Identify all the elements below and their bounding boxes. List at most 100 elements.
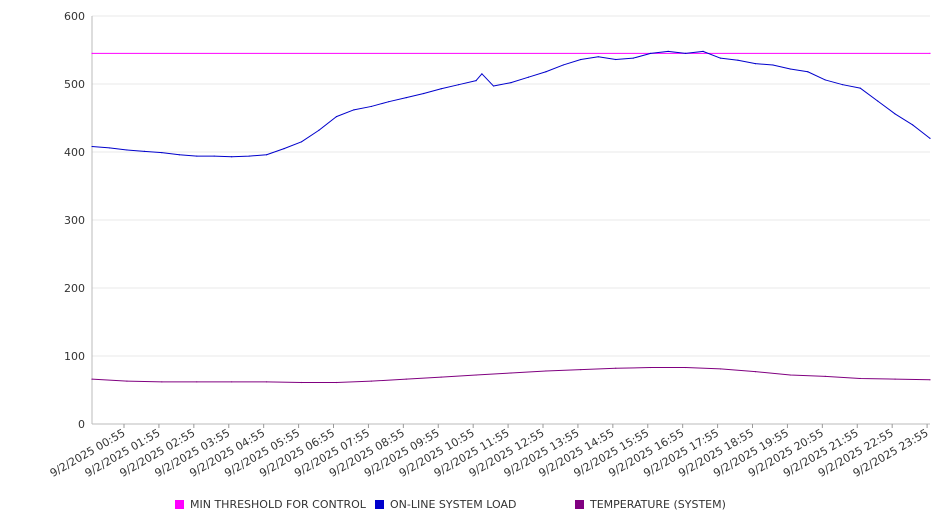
data-point-temperature-12 — [510, 372, 512, 374]
grid-lines — [92, 15, 930, 357]
y-tick-label-600: 600 — [64, 10, 85, 23]
data-point-system-load-42 — [807, 71, 809, 73]
data-point-system-load-34 — [667, 50, 669, 52]
data-point-temperature-7 — [335, 381, 338, 384]
data-point-system-load-5 — [178, 154, 180, 156]
legend-swatch-temperature — [575, 500, 584, 509]
data-point-temperature-0 — [91, 378, 93, 380]
data-point-system-load-44 — [842, 84, 844, 86]
data-point-temperature-14 — [580, 369, 582, 371]
data-point-system-load-39 — [754, 63, 757, 65]
data-point-system-load-38 — [737, 59, 739, 61]
data-point-system-load-26 — [527, 76, 530, 78]
series-lines — [91, 50, 931, 384]
data-point-system-load-19 — [423, 92, 425, 95]
data-point-system-load-30 — [597, 56, 599, 58]
data-point-system-load-25 — [510, 82, 512, 84]
data-point-system-load-10 — [265, 154, 268, 156]
series-line-temperature — [91, 367, 931, 384]
data-point-temperature-15 — [615, 367, 617, 369]
data-point-system-load-31 — [615, 58, 617, 61]
data-point-system-load-33 — [650, 52, 652, 55]
data-point-system-load-4 — [161, 152, 163, 154]
legend-item-temperature[interactable]: TEMPERATURE (SYSTEM) — [575, 498, 726, 511]
data-point-temperature-16 — [650, 366, 652, 369]
data-point-system-load-0 — [91, 145, 93, 148]
data-point-system-load-13 — [318, 129, 320, 131]
data-point-temperature-21 — [824, 375, 826, 377]
data-point-system-load-48 — [911, 124, 914, 126]
data-point-temperature-22 — [859, 377, 861, 380]
data-point-system-load-24 — [492, 85, 495, 87]
data-point-system-load-8 — [231, 156, 233, 158]
legend-label-temperature: TEMPERATURE (SYSTEM) — [590, 498, 726, 511]
y-tick-label-300: 300 — [64, 214, 85, 227]
data-point-temperature-13 — [545, 370, 547, 372]
data-point-system-load-27 — [545, 71, 547, 73]
data-point-system-load-15 — [353, 109, 355, 111]
data-point-temperature-8 — [370, 380, 372, 382]
data-point-threshold-0 — [91, 52, 93, 55]
data-point-temperature-17 — [684, 366, 687, 369]
data-point-system-load-3 — [143, 150, 145, 152]
data-point-system-load-32 — [632, 57, 634, 59]
data-point-system-load-41 — [789, 68, 791, 70]
legend-label-system-load: ON-LINE SYSTEM LOAD — [390, 498, 517, 511]
data-point-system-load-47 — [894, 113, 896, 115]
data-point-system-load-16 — [370, 105, 372, 108]
data-point-temperature-5 — [265, 381, 268, 383]
y-tick-label-100: 100 — [64, 350, 85, 363]
data-point-system-load-9 — [248, 155, 250, 157]
data-point-system-load-21 — [458, 84, 460, 86]
data-point-system-load-17 — [388, 101, 390, 103]
data-point-temperature-20 — [789, 374, 791, 376]
y-tick-label-200: 200 — [64, 282, 85, 295]
data-point-system-load-2 — [126, 149, 128, 151]
legend-swatch-threshold — [175, 500, 184, 509]
data-point-system-load-23 — [481, 73, 483, 75]
data-point-system-load-7 — [213, 155, 215, 157]
data-point-system-load-36 — [702, 50, 704, 52]
legend-item-system-load[interactable]: ON-LINE SYSTEM LOAD — [375, 498, 516, 511]
data-point-temperature-18 — [719, 368, 722, 370]
data-point-temperature-1 — [126, 380, 128, 382]
series-line-system-load — [91, 50, 931, 158]
data-point-system-load-6 — [196, 155, 198, 157]
data-point-system-load-29 — [580, 58, 582, 61]
data-point-temperature-6 — [300, 381, 303, 384]
data-point-temperature-4 — [231, 381, 233, 383]
y-tick-label-500: 500 — [64, 78, 85, 91]
data-point-temperature-9 — [405, 378, 407, 380]
data-point-temperature-24 — [929, 379, 931, 381]
data-point-system-load-22 — [475, 80, 477, 82]
data-point-system-load-49 — [929, 137, 931, 139]
y-tick-label-0: 0 — [78, 418, 85, 431]
data-point-system-load-40 — [772, 64, 774, 66]
data-point-system-load-46 — [877, 100, 879, 102]
data-point-system-load-45 — [859, 87, 861, 89]
data-point-temperature-23 — [894, 378, 896, 380]
data-point-temperature-11 — [475, 374, 477, 376]
data-point-system-load-12 — [300, 141, 303, 143]
legend-item-threshold[interactable]: MIN THRESHOLD FOR CONTROL — [175, 498, 366, 511]
data-point-temperature-19 — [754, 371, 757, 373]
data-point-system-load-37 — [719, 57, 722, 59]
legend-swatch-system-load — [375, 500, 384, 509]
data-point-system-load-20 — [440, 88, 442, 90]
data-point-system-load-35 — [684, 52, 687, 55]
data-point-temperature-10 — [440, 376, 442, 378]
data-point-temperature-3 — [196, 381, 198, 383]
data-point-threshold-1 — [929, 52, 931, 55]
y-tick-label-400: 400 — [64, 146, 85, 159]
data-point-system-load-14 — [335, 116, 338, 118]
data-point-system-load-11 — [283, 148, 285, 150]
legend-label-threshold: MIN THRESHOLD FOR CONTROL — [190, 498, 366, 511]
data-point-system-load-1 — [108, 147, 111, 149]
data-point-system-load-18 — [405, 97, 407, 99]
data-point-system-load-43 — [824, 79, 826, 81]
data-point-temperature-2 — [161, 381, 163, 383]
legend: MIN THRESHOLD FOR CONTROL ON-LINE SYSTEM… — [0, 498, 946, 518]
data-point-system-load-28 — [562, 64, 564, 66]
